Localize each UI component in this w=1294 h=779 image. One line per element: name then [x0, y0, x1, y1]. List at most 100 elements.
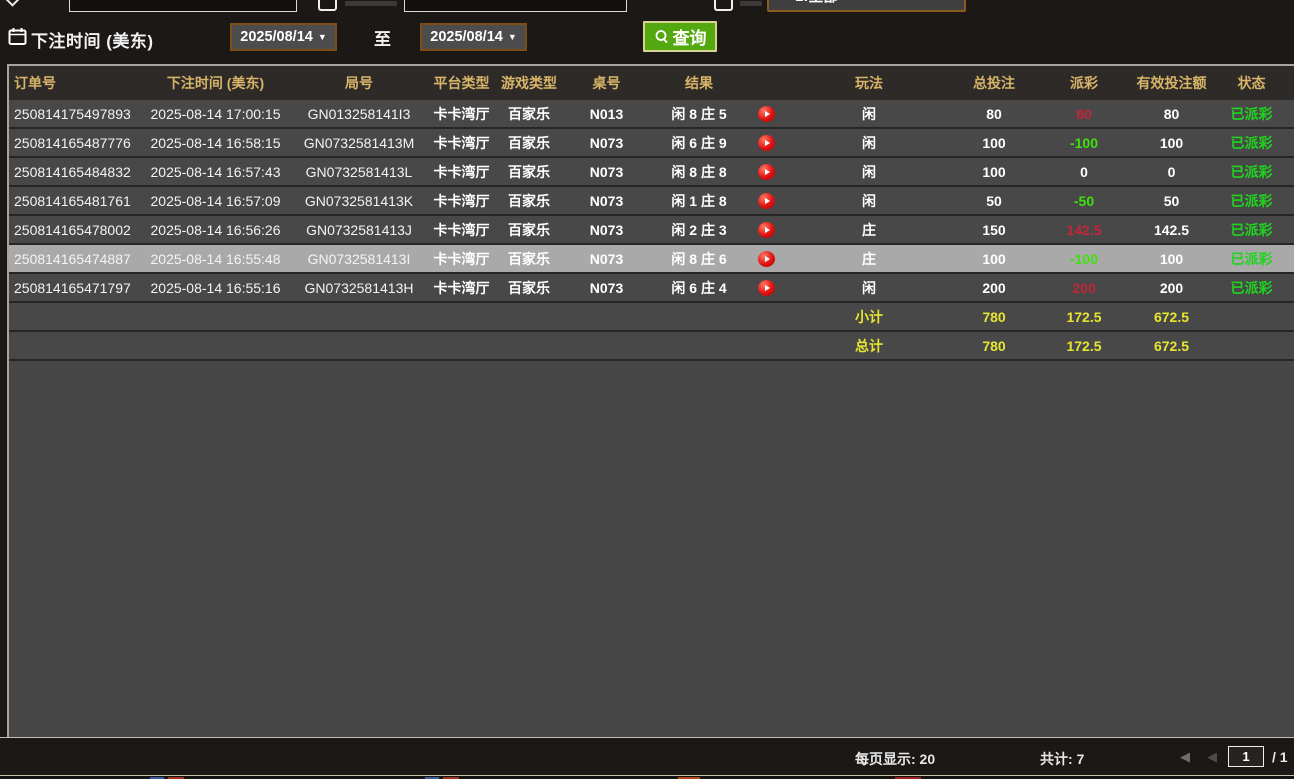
prev-page-button[interactable]: ◀ [1207, 749, 1217, 764]
order-cell: 250814165474887 [14, 250, 131, 267]
payout-cell: 142.5 [1066, 221, 1102, 238]
diamond-icon [3, 0, 22, 7]
order-cell: 250814165481761 [14, 192, 131, 209]
table-row[interactable]: 250814165478002 2025-08-14 16:56:26 GN07… [9, 216, 1294, 245]
table-row[interactable]: 250814165484832 2025-08-14 16:57:43 GN07… [9, 158, 1294, 187]
status-cell: 已派彩 [1230, 250, 1273, 267]
game-cell: 百家乐 [508, 134, 550, 151]
table-row[interactable]: 250814165481761 2025-08-14 16:57:09 GN07… [9, 187, 1294, 216]
col-order: 订单号 [14, 75, 56, 91]
replay-cell [749, 105, 784, 123]
total-bet-cell: 100 [982, 250, 1006, 267]
page-number-input[interactable] [1228, 746, 1264, 767]
platform-cell: 卡卡湾厅 [433, 250, 490, 267]
chevron-down-icon: ▼ [507, 32, 517, 42]
bet-time-label: 下注时间 (美东) [31, 32, 154, 51]
result-cell: 闲 1 庄 8 [671, 192, 727, 209]
time-cell: 2025-08-14 16:57:43 [150, 163, 281, 180]
result-cell: 闲 2 庄 3 [671, 221, 727, 238]
replay-cell [749, 134, 784, 152]
query-button[interactable]: 查询 [643, 21, 717, 52]
status-cell: 已派彩 [1230, 221, 1273, 238]
form-field-icon [714, 0, 733, 11]
status-cell: 已派彩 [1230, 134, 1273, 151]
payout-cell: 0 [1080, 163, 1088, 180]
platform-cell: 卡卡湾厅 [433, 105, 490, 122]
replay-icon[interactable] [758, 164, 775, 181]
round-cell: GN0732581413M [303, 134, 415, 151]
replay-icon[interactable] [758, 251, 775, 268]
play-cell: 闲 [862, 105, 876, 122]
replay-cell [749, 192, 784, 210]
col-total-bet: 总投注 [973, 75, 1015, 91]
platform-cell: 卡卡湾厅 [433, 192, 490, 209]
total-bet-cell: 200 [982, 279, 1006, 296]
play-cell: 闲 [862, 163, 876, 180]
valid-bet-cell: 50 [1163, 192, 1180, 209]
status-cell: 已派彩 [1230, 105, 1273, 122]
time-cell: 2025-08-14 16:55:48 [150, 250, 281, 267]
table-no-cell: N073 [589, 163, 624, 180]
time-cell: 2025-08-14 16:57:09 [150, 192, 281, 209]
table-row[interactable]: 250814165487776 2025-08-14 16:58:15 GN07… [9, 129, 1294, 158]
payout-cell: 80 [1076, 105, 1092, 122]
time-cell: 2025-08-14 17:00:15 [150, 105, 281, 122]
valid-bet-cell: 100 [1159, 134, 1184, 151]
date-from-value: 2025/08/14 [240, 29, 313, 45]
total-valid-bet: 672.5 [1153, 337, 1190, 354]
round-cell: GN0732581413L [305, 163, 413, 180]
query-button-label: 查询 [672, 29, 707, 48]
result-cell: 闲 8 庄 8 [671, 163, 727, 180]
subtotal-valid-bet: 672.5 [1153, 308, 1190, 325]
table-row-selected[interactable]: 250814165474887 2025-08-14 16:55:48 GN07… [9, 245, 1294, 274]
table-no-cell: N073 [589, 192, 624, 209]
table-no-cell: N073 [589, 250, 624, 267]
result-cell: 闲 6 庄 4 [671, 279, 727, 296]
date-to-select[interactable]: 2025/08/14 ▼ [420, 23, 527, 51]
order-search-input[interactable] [404, 0, 627, 12]
replay-icon[interactable] [758, 222, 775, 239]
status-cell: 已派彩 [1230, 192, 1273, 209]
total-bet-cell: 100 [982, 163, 1006, 180]
replay-icon[interactable] [758, 135, 775, 152]
subtotal-label: 小计 [855, 308, 883, 325]
game-cell: 百家乐 [508, 221, 550, 238]
account-search-input[interactable] [69, 0, 297, 12]
result-cell: 闲 8 庄 5 [671, 105, 727, 122]
table-no-cell: N073 [589, 134, 624, 151]
calendar-icon [8, 27, 27, 51]
game-cell: 百家乐 [508, 192, 550, 209]
subtotal-total-bet: 780 [982, 308, 1006, 325]
table-no-cell: N073 [589, 221, 624, 238]
total-bet-cell: 50 [986, 192, 1002, 209]
play-cell: 闲 [862, 192, 876, 209]
order-cell: 250814165484832 [14, 163, 131, 180]
page-total-label: / 1 [1272, 749, 1288, 765]
replay-cell [749, 221, 784, 239]
replay-icon[interactable] [758, 106, 775, 123]
date-from-select[interactable]: 2025/08/14 ▼ [230, 23, 337, 51]
valid-bet-cell: 200 [1159, 279, 1184, 296]
valid-bet-cell: 80 [1163, 105, 1180, 122]
col-status: 状态 [1237, 75, 1266, 91]
table-row[interactable]: 250814175497893 2025-08-14 17:00:15 GN01… [9, 100, 1294, 129]
game-cell: 百家乐 [508, 105, 550, 122]
table-no-cell: N013 [589, 105, 624, 122]
table-row[interactable]: 250814165471797 2025-08-14 16:55:16 GN07… [9, 274, 1294, 303]
replay-icon[interactable] [758, 280, 775, 297]
replay-icon[interactable] [758, 193, 775, 210]
filter-dropdown[interactable]: 1:全部 ▼ [767, 0, 966, 12]
col-time: 下注时间 (美东) [166, 75, 265, 91]
search-icon [655, 29, 668, 43]
time-cell: 2025-08-14 16:55:16 [150, 279, 281, 296]
play-cell: 庄 [862, 221, 876, 238]
valid-bet-cell: 100 [1159, 250, 1184, 267]
total-bet-cell: 150 [982, 221, 1006, 238]
pagination-bar: 每页显示: 20 共计: 7 ◀ ◀ / 1 [0, 737, 1294, 775]
clipped-label-fragment [345, 1, 397, 6]
chevron-down-icon: ▼ [317, 32, 327, 42]
first-page-button[interactable]: ◀ [1180, 749, 1190, 764]
platform-cell: 卡卡湾厅 [433, 221, 490, 238]
play-cell: 庄 [862, 250, 876, 267]
